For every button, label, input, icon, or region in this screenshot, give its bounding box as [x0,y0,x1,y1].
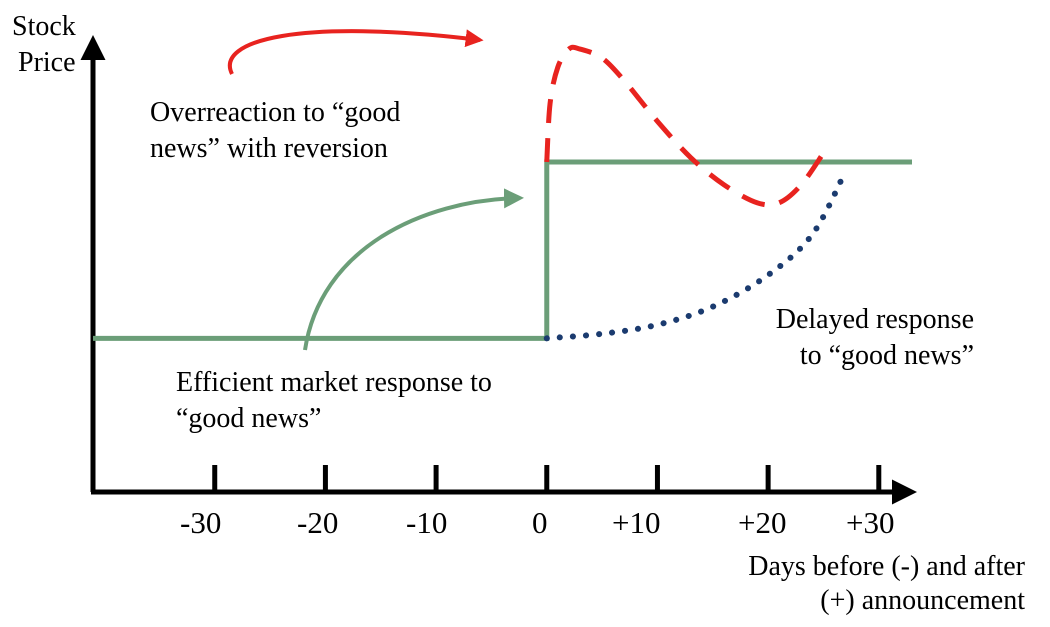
x-tick-label: -10 [406,505,448,540]
y-axis-label-line2: Price [18,47,76,78]
delayed-annotation-line1: Delayed response [775,304,974,335]
series-overreaction-line [544,44,826,208]
x-tick-label: +20 [738,505,787,540]
y-axis-label-line1: Stock [12,11,76,42]
efficient-annotation-line1: Efficient market response to [176,367,492,398]
overreaction-annotation-line1: Overreaction to “good [150,97,401,128]
overreaction-arrow [228,29,484,75]
x-tick-label: +10 [612,505,661,540]
x-tick-label: -30 [180,505,222,540]
efficient-arrow [303,188,524,351]
x-tick-label: 0 [532,505,548,540]
x-axis-label-line2: (+) announcement [820,585,1025,616]
overreaction-annotation-line2: news” with reversion [150,133,388,164]
x-tick-label: +30 [846,505,895,540]
x-tick-label: -20 [297,505,339,540]
x-axis-label-line1: Days before (-) and after [748,551,1025,582]
efficient-annotation-line2: “good news” [176,403,322,434]
delayed-annotation-line2: to “good news” [799,340,974,371]
series-efficient-line [93,159,912,341]
series-delayed-line [543,168,849,342]
